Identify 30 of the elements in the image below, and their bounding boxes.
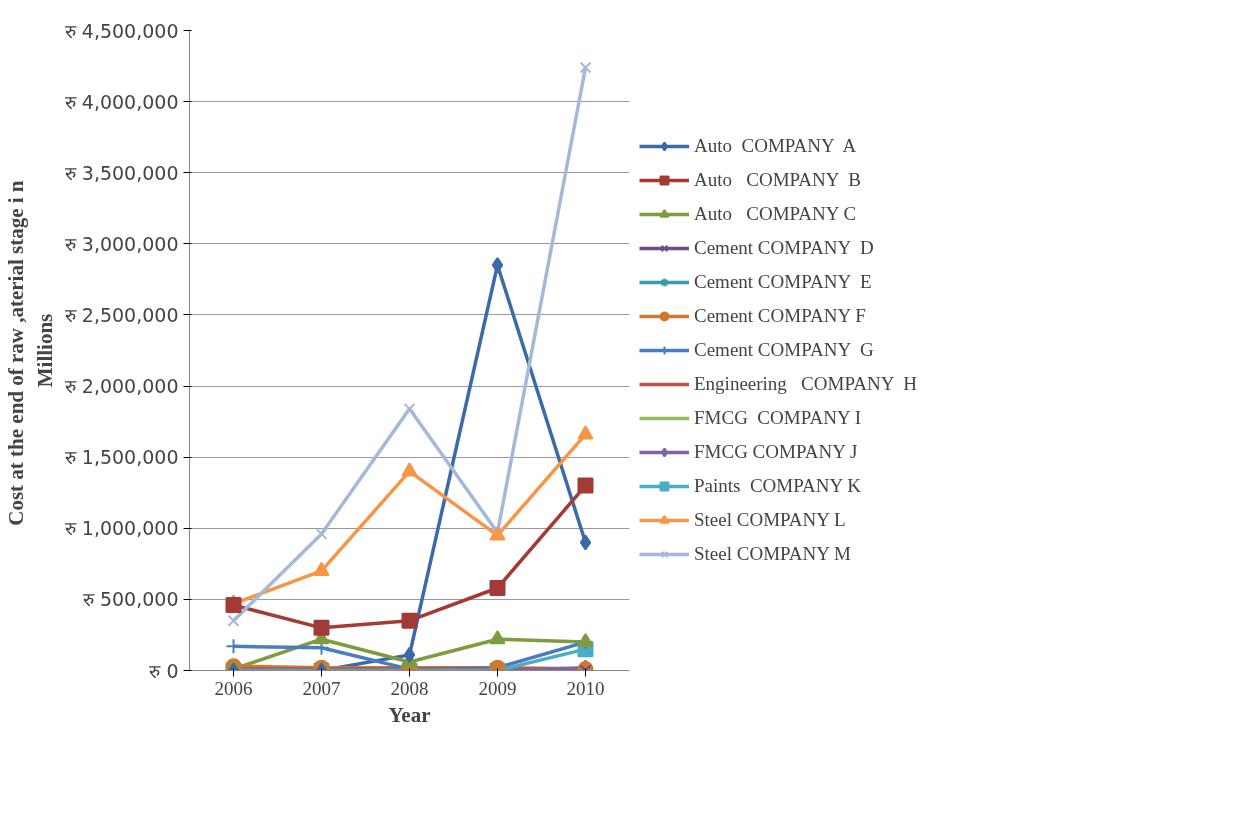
legend-label: Steel COMPANY L [694,509,846,531]
y-tick-label: रु 1,000,000 [64,517,179,540]
x-axis-title: Year [388,702,431,727]
x-tick-label: 2007 [302,677,341,699]
legend-label: FMCG COMPANY J [694,441,858,463]
y-tick-label: रु 4,500,000 [64,19,179,42]
y-tick-label: रु 3,000,000 [64,232,179,255]
y-tick-label: रु 2,500,000 [64,303,179,326]
legend-label: Steel COMPANY M [694,543,851,565]
legend-label: Cement COMPANY D [694,237,874,259]
x-tick-label: 2009 [478,677,517,699]
y-axis-title: Cost at the end of raw ,aterial stage i n Millions [3,180,57,526]
legend-label: Engineering COMPANY H [694,373,917,395]
legend-label: Cement COMPANY F [694,305,866,327]
legend-label: FMCG COMPANY I [694,407,862,429]
y-tick-label: रु 0 [149,659,179,682]
y-tick-label: रु 2,000,000 [64,375,179,398]
legend-label: Cement COMPANY E [694,271,872,293]
x-tick-label: 2010 [566,677,605,699]
y-tick-label: रु 500,000 [82,588,179,611]
y-tick-label: रु 1,500,000 [64,446,179,469]
legend-label: Auto COMPANY C [694,203,857,225]
y-tick-label: रु 3,500,000 [64,161,179,184]
legend-label: Cement COMPANY G [694,339,874,361]
legend-label: Auto COMPANY A [694,135,857,157]
legend-label: Auto COMPANY B [694,169,861,191]
x-tick-label: 2008 [390,677,429,699]
y-tick-label: रु 4,000,000 [64,90,179,113]
legend-label: Paints COMPANY K [694,475,861,497]
x-tick-label: 2006 [214,677,253,699]
